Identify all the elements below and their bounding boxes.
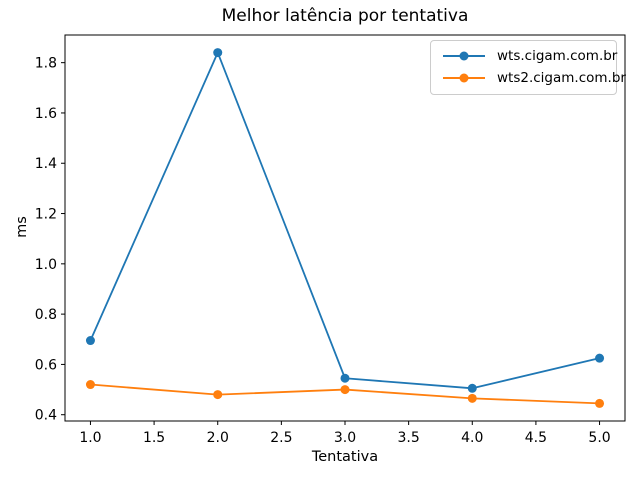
y-tick-label: 1.6 — [35, 106, 57, 122]
y-axis-label: ms — [14, 216, 30, 238]
y-tick-label: 0.6 — [35, 357, 57, 373]
data-point-marker-0 — [85, 336, 95, 346]
x-axis-label: Tentativa — [311, 449, 379, 465]
y-tick-label: 1.0 — [35, 257, 57, 273]
data-point-marker-0 — [340, 373, 350, 383]
line-marker-sample-icon — [443, 51, 485, 61]
x-tick-label: 3.5 — [398, 430, 420, 446]
x-tick-label: 5.0 — [588, 430, 610, 446]
y-tick-label: 1.4 — [35, 156, 57, 172]
y-tick-label: 0.4 — [35, 408, 57, 424]
x-tick-label: 3.0 — [334, 430, 356, 446]
data-point-marker-0 — [213, 48, 223, 58]
x-tick-label: 2.5 — [270, 430, 292, 446]
data-point-marker-0 — [595, 353, 605, 363]
data-point-marker-1 — [467, 393, 477, 403]
x-tick-label: 4.5 — [525, 430, 547, 446]
data-point-marker-1 — [213, 390, 223, 400]
x-tick-label: 2.0 — [207, 430, 229, 446]
chart-title: Melhor latência por tentativa — [221, 6, 469, 26]
data-point-marker-1 — [340, 385, 350, 395]
data-point-marker-0 — [467, 383, 477, 393]
legend: wts.cigam.com.br wts2.cigam.com.br — [430, 40, 626, 95]
y-tick-label: 0.8 — [35, 307, 57, 323]
y-tick-label: 1.2 — [35, 207, 57, 223]
x-tick-label: 1.0 — [79, 430, 101, 446]
series-line-0 — [89, 51, 600, 390]
data-point-marker-1 — [85, 380, 95, 390]
legend-item: wts2.cigam.com.br — [441, 67, 626, 89]
legend-label: wts.cigam.com.br — [497, 48, 618, 64]
line-marker-sample-icon — [443, 73, 485, 83]
x-tick-label: 4.0 — [461, 430, 483, 446]
legend-item: wts.cigam.com.br — [441, 45, 617, 67]
y-tick-label: 1.8 — [35, 56, 57, 72]
data-point-marker-1 — [595, 398, 605, 408]
x-tick-label: 1.5 — [143, 430, 165, 446]
legend-label: wts2.cigam.com.br — [497, 70, 626, 86]
